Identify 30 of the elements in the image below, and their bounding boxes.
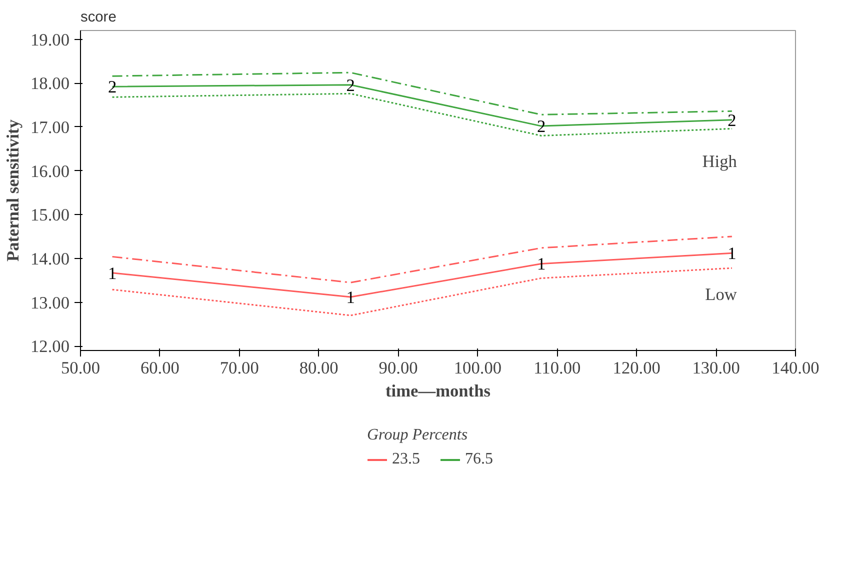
y-tick-label: 19.00 [30, 30, 70, 50]
y-tick-label: 16.00 [30, 162, 70, 181]
text: score [80, 10, 116, 26]
annotation: 2 [728, 110, 736, 130]
annotation: High [702, 152, 738, 171]
x-tick-label: 80.00 [299, 358, 338, 378]
y-tick-label: 15.00 [30, 206, 70, 225]
x-tick-label: 90.00 [378, 358, 418, 378]
x-tick-label: 130.00 [692, 358, 740, 378]
x-tick-label: 110.00 [534, 358, 581, 378]
legend-label: 23.5 [392, 450, 420, 468]
x-tick-label: 140.00 [772, 358, 820, 378]
x-tick-label: 70.00 [220, 358, 259, 378]
y-tick-label: 17.00 [30, 118, 70, 137]
x-tick-label: 50.00 [61, 358, 100, 378]
x-axis-title: time—months [386, 382, 491, 400]
legend-title: Group Percents [367, 426, 469, 444]
y-tick-label: 13.00 [30, 293, 70, 312]
y-axis-title: Paternal sensitivity [4, 119, 23, 262]
annotation: 1 [108, 264, 117, 283]
annotation: Low [705, 285, 738, 304]
x-tick-label: 120.00 [612, 358, 660, 378]
x-tick-label: 100.00 [454, 358, 502, 378]
y-tick-label: 18.00 [30, 74, 70, 94]
y-tick-label: 14.00 [30, 249, 70, 268]
annotation: 2 [108, 78, 117, 97]
x-tick-label: 60.00 [140, 358, 180, 378]
legend-label: 76.5 [465, 450, 493, 468]
y-tick-label: 12.00 [30, 337, 70, 356]
annotation: 1 [728, 244, 736, 264]
